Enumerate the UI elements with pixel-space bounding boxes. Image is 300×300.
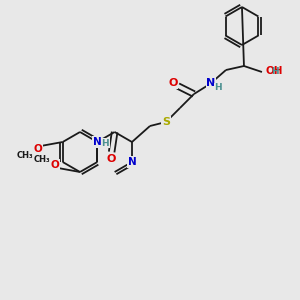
Text: H: H [271,67,279,76]
Text: O: O [107,154,116,164]
Text: N: N [128,157,136,167]
Text: N: N [206,78,216,88]
Text: H: H [214,83,222,92]
Text: H: H [101,139,109,148]
Text: CH₃: CH₃ [16,151,33,160]
Text: O: O [33,144,42,154]
Text: O: O [168,78,178,88]
Text: OH: OH [266,66,284,76]
Text: CH₃: CH₃ [34,154,50,164]
Text: O: O [51,160,59,170]
Text: N: N [93,137,102,147]
Text: S: S [162,117,170,127]
